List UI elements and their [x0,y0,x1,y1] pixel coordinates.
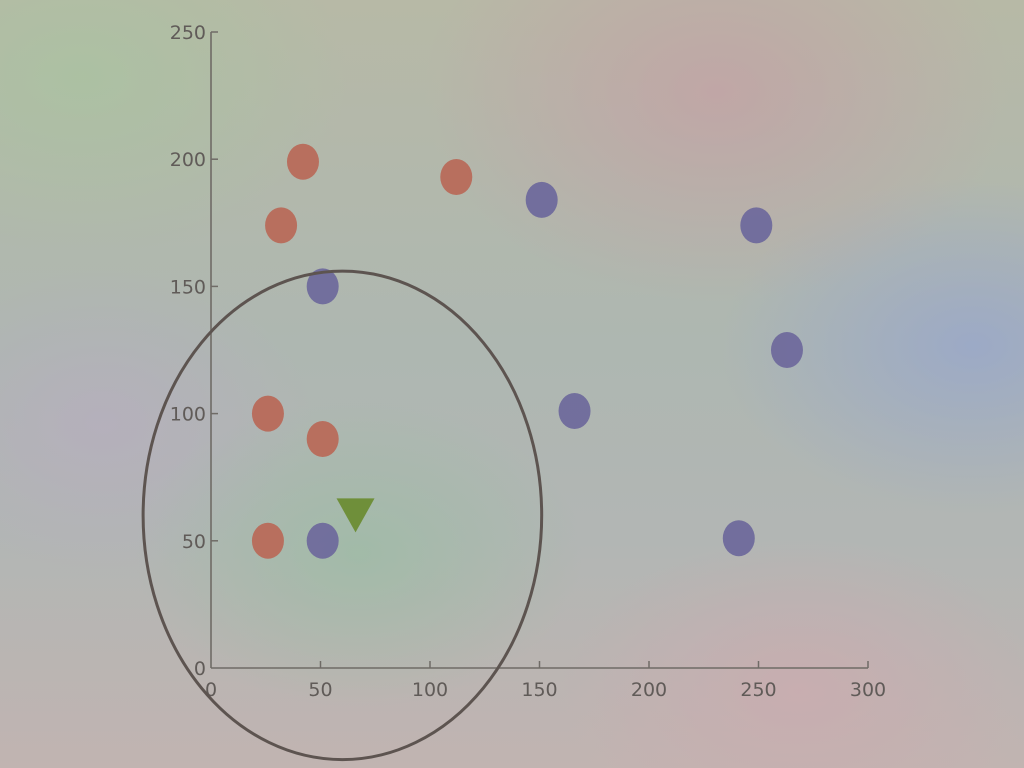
red-class-point [265,207,298,244]
red-class-point [251,395,284,432]
red-class-point [440,159,473,196]
x-tick-label: 150 [521,679,557,701]
y-tick-label: 250 [170,22,206,44]
red-class-point [251,522,284,559]
annotations [141,269,544,762]
y-tick-label: 0 [194,658,206,680]
y-tick-label: 150 [170,276,206,298]
query-point-marker [336,498,375,533]
blue-class-point [722,520,755,557]
blue-class-point [740,207,773,244]
blue-class-point [525,181,558,218]
x-tick-label: 250 [740,679,776,701]
x-tick-label: 300 [850,679,886,701]
x-tick-label: 50 [308,679,332,701]
data-points [251,143,803,559]
blue-class-point [558,393,591,430]
neighborhood-circle [141,269,544,762]
red-class-point [286,143,319,180]
y-tick-label: 100 [170,404,206,426]
blue-class-point [770,332,803,368]
red-class-point [306,421,339,458]
x-tick-label: 200 [631,679,667,701]
y-tick-label: 200 [170,149,206,171]
y-tick-label: 50 [182,531,206,553]
blue-class-point [306,522,339,559]
blue-class-point [306,268,339,305]
x-tick-label: 100 [412,679,448,701]
